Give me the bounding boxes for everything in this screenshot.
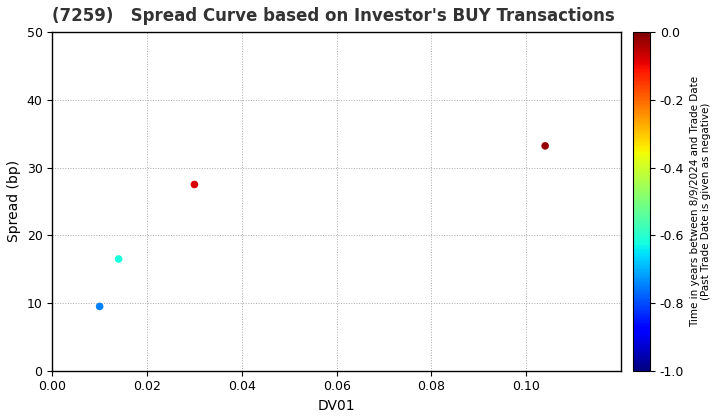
Point [94,303,105,310]
Y-axis label: Time in years between 8/9/2024 and Trade Date
(Past Trade Date is given as negat: Time in years between 8/9/2024 and Trade… [690,76,711,327]
Point [189,181,200,188]
Y-axis label: Spread (bp): Spread (bp) [7,160,21,242]
Text: (7259)   Spread Curve based on Investor's BUY Transactions: (7259) Spread Curve based on Investor's … [53,7,615,25]
Point [539,142,551,149]
X-axis label: DV01: DV01 [318,399,356,413]
Point [113,256,125,262]
